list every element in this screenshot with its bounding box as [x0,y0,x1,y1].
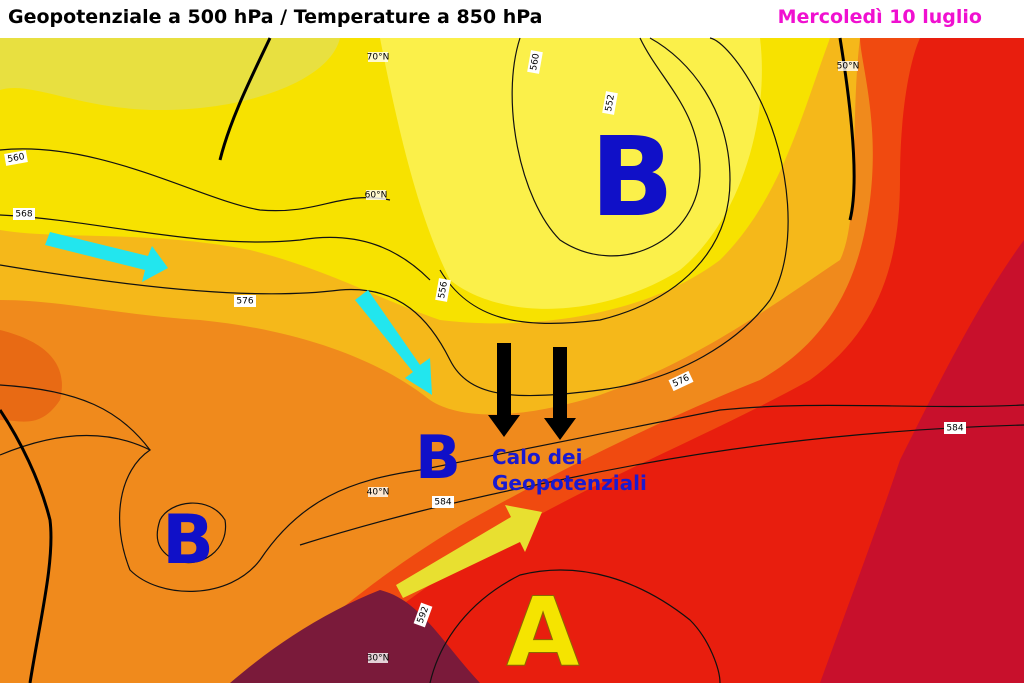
latitude-label: 70°N [367,53,390,63]
isotherm-thick [0,37,856,683]
contour-label: 560 [4,150,28,166]
contour-label-text: 568 [15,210,32,220]
field-orange-dark [0,330,62,422]
annotation-note: Calo dei [492,445,582,469]
contours [0,37,1024,683]
contour-label: 568 [13,208,35,220]
contour-label-text: 552 [604,94,617,113]
annotation-note: Geopotenziali [492,471,647,495]
header-title: Geopotenziale a 500 hPa / Temperature a … [8,6,543,28]
contour-label-box [413,602,433,628]
pressure-center: B [415,423,461,493]
contour-label-text: 584 [434,498,451,508]
contour [156,502,227,564]
contour-label-box [944,422,966,434]
contour [299,424,1024,546]
contour-label-box [234,295,256,307]
contour-label-box [4,150,28,166]
contour-label-text: 576 [236,297,253,307]
header-band [0,0,1024,38]
contour-label-box [668,370,694,392]
pressure-center: A [506,578,580,683]
latitude-label-box [366,190,386,200]
contour-label: 556 [435,278,451,302]
contour [0,37,789,397]
contour-label-box [13,208,35,220]
contour-label: 560 [527,50,543,74]
contour-label: 584 [944,422,966,434]
contour-label-box [435,278,451,302]
isotherm [0,409,53,683]
header-date: Mercoledì 10 luglio [778,6,982,28]
contour [511,37,701,257]
contour [429,569,721,683]
contour-label-box [602,91,618,115]
field-red [300,38,1024,683]
arrow-black [488,343,520,437]
latitude-label: 50°N [837,62,860,72]
latitude-label-box [368,653,388,663]
arrow-cyan [45,232,168,282]
contour [439,37,731,325]
isotherm [838,37,856,221]
latitude-label-box [368,487,388,497]
latitude-label-box [368,52,388,62]
field-olive [0,38,340,110]
field-dark-red [820,240,1024,683]
isotherm [218,37,272,161]
contour [0,148,391,212]
contour [0,384,151,451]
contour [0,214,431,281]
contour-label-text: 584 [946,424,963,434]
arrow-cyan [355,290,432,395]
latitude-label: 40°N [367,488,390,498]
arrow-black [544,347,576,440]
pressure-center: B [590,113,674,241]
contour-label-text: 556 [437,280,450,299]
arrow-yellow [396,505,542,598]
contour-label-text: 560 [529,52,542,71]
contour-label: 552 [602,91,618,115]
contour-label-text: 560 [7,152,26,165]
pressure-center: B [162,501,214,580]
contour-label: 592 [413,602,433,628]
contour [0,404,1024,592]
contour-label: 576 [234,295,256,307]
field-light-yellow [380,38,762,309]
arrows [45,232,576,598]
latitude-label-box [838,61,858,71]
contour-label-box [527,50,543,74]
contour-label: 584 [432,496,454,508]
latitude-label: 60°N [365,191,388,201]
contour-label-box [432,496,454,508]
latitude-label: 30°N [367,654,390,664]
